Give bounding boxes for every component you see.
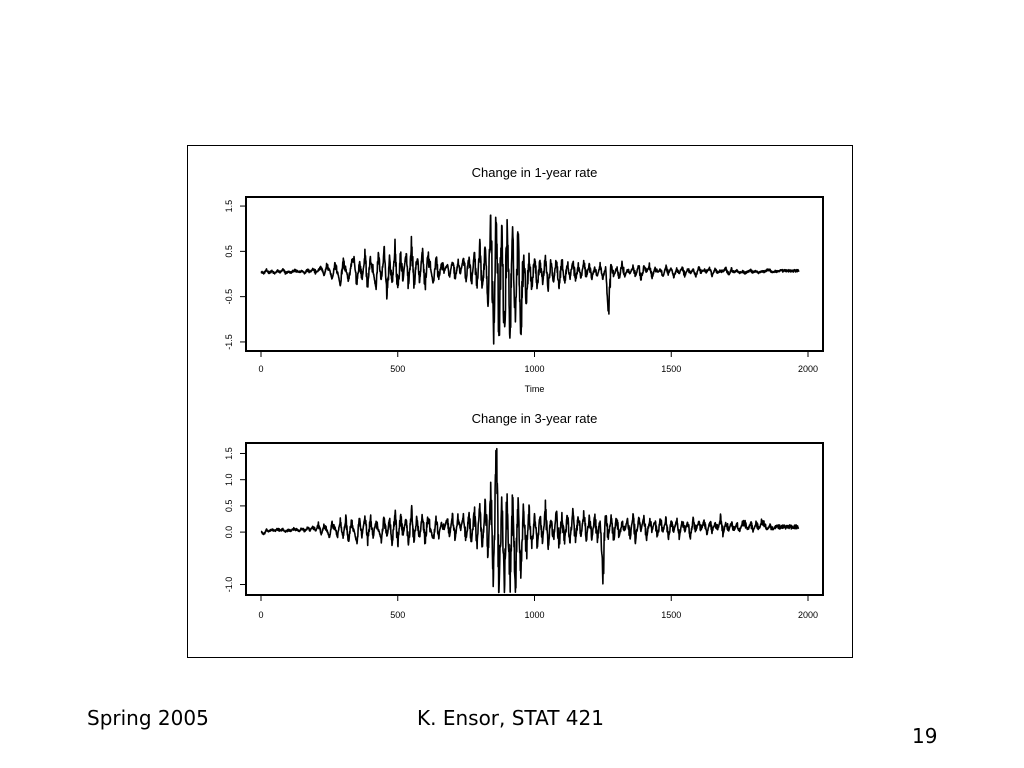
x-tick-label: 500 xyxy=(390,364,405,374)
y-tick-label: -1.0 xyxy=(224,577,234,593)
x-tick-label: 0 xyxy=(258,610,263,620)
x-tick-label: 1000 xyxy=(524,610,544,620)
y-tick-label: 1.0 xyxy=(224,473,234,486)
chart-title: Change in 3-year rate xyxy=(472,411,598,426)
y-tick-label: -0.5 xyxy=(224,289,234,305)
series-line xyxy=(260,214,800,345)
chart-title: Change in 1-year rate xyxy=(472,165,598,180)
x-tick-label: 1500 xyxy=(661,610,681,620)
y-tick-label: 0.0 xyxy=(224,526,234,539)
x-axis-label: Time xyxy=(525,384,545,394)
footer-date: Spring 2005 xyxy=(87,706,209,730)
series-line xyxy=(260,447,800,594)
x-tick-label: 2000 xyxy=(798,610,818,620)
x-tick-label: 2000 xyxy=(798,364,818,374)
x-tick-label: 1500 xyxy=(661,364,681,374)
figure-frame: Change in 1-year rate 0 500 1000 1500 2000 -1.… xyxy=(187,145,853,658)
x-tick-label: 0 xyxy=(258,364,263,374)
y-tick-label: 0.5 xyxy=(224,500,234,513)
y-tick-label: 0.5 xyxy=(224,245,234,258)
x-tick-label: 1000 xyxy=(524,364,544,374)
footer-author: K. Ensor, STAT 421 xyxy=(417,706,604,730)
slide-number: 19 xyxy=(912,724,938,748)
y-tick-label: -1.5 xyxy=(224,334,234,350)
y-tick-label: 1.5 xyxy=(224,447,234,460)
charts-svg: Change in 1-year rate 0 500 1000 1500 2000 -1.… xyxy=(224,165,824,620)
x-tick-label: 500 xyxy=(390,610,405,620)
y-tick-label: 1.5 xyxy=(224,200,234,213)
